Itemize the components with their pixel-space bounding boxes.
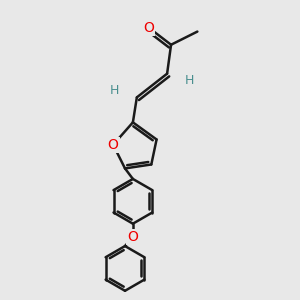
Text: O: O xyxy=(143,21,154,34)
Text: H: H xyxy=(185,74,194,87)
Text: H: H xyxy=(110,84,119,97)
Text: O: O xyxy=(128,230,138,244)
Text: O: O xyxy=(108,138,118,152)
